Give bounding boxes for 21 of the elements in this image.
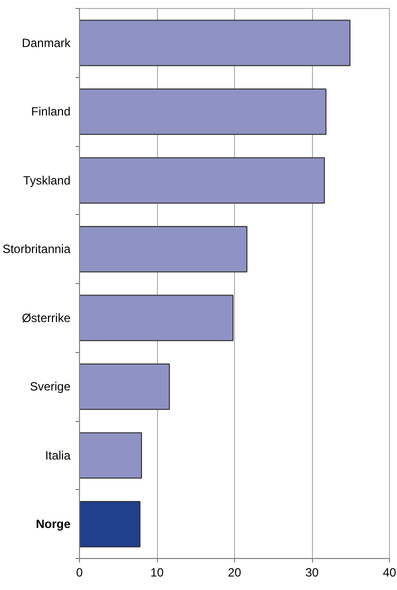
x-tick-label: 10 — [150, 566, 164, 580]
bar — [80, 432, 142, 479]
x-tick-label: 30 — [305, 566, 319, 580]
y-tick-label: Finland — [31, 104, 70, 119]
y-tick-label: Norge — [36, 517, 71, 532]
y-tick-label: Storbritannia — [2, 242, 71, 256]
bar — [80, 20, 350, 66]
bar — [80, 88, 326, 135]
x-tick-label: 40 — [382, 566, 396, 580]
bar — [80, 294, 234, 342]
y-tick-label: Østerrike — [22, 310, 71, 325]
y-tick-label: Sverige — [30, 380, 71, 394]
bar — [80, 226, 248, 272]
bar — [80, 363, 170, 410]
x-tick-label: 20 — [228, 566, 242, 580]
y-tick-label: Italia — [45, 448, 71, 462]
y-tick-label: Tyskland — [23, 173, 71, 188]
bar — [80, 500, 140, 548]
y-tick-label: Danmark — [22, 36, 72, 50]
bar — [80, 157, 325, 204]
x-tick-label: 0 — [76, 566, 84, 580]
